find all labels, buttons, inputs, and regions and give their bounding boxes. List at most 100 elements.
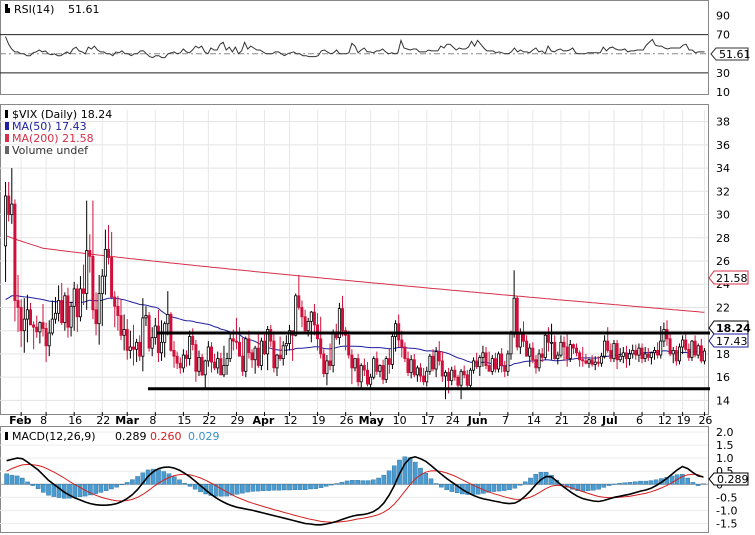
- candle-body: [194, 344, 198, 372]
- candle-body: [72, 288, 76, 307]
- macd-histogram-bar: [208, 484, 214, 496]
- date-tick-label: 16: [68, 414, 82, 427]
- candle-body: [231, 338, 235, 342]
- candle-body: [431, 355, 435, 370]
- price-tick-label: 14: [716, 394, 730, 407]
- macd-histogram-bar: [109, 484, 114, 490]
- candle-body: [369, 376, 373, 385]
- candle-body: [412, 359, 416, 376]
- macd-panel: 2.01.51.00.50-0.5-1.0-1.5 MACD(12,26,9) …: [0, 426, 749, 533]
- date-tick-label: 19: [677, 414, 691, 427]
- date-tick-label: 14: [527, 414, 541, 427]
- macd-histogram-bar: [444, 484, 450, 490]
- candle-body: [681, 339, 685, 348]
- candle-body: [256, 347, 260, 366]
- candle-body: [475, 360, 479, 368]
- candle-body: [340, 308, 344, 332]
- candle-body: [125, 329, 129, 351]
- date-tick-label: 26: [340, 414, 354, 427]
- candle-body: [559, 341, 563, 356]
- price-title: $VIX (Daily) 18.24: [12, 108, 112, 121]
- candle-body: [135, 341, 139, 350]
- macd-histogram-bar: [549, 474, 554, 485]
- candle-body: [178, 362, 182, 369]
- date-tick-label: May: [359, 414, 384, 427]
- candle-body: [28, 309, 32, 326]
- macd-histogram-bar: [423, 473, 429, 485]
- candle-body: [16, 300, 20, 308]
- date-tick-label: 7: [502, 414, 509, 427]
- candle-body: [300, 307, 304, 318]
- volume-legend-swatch: [5, 146, 9, 154]
- macd-histogram-value: 0.029: [188, 430, 220, 443]
- candle-body: [556, 354, 560, 360]
- candle-body: [525, 340, 529, 357]
- candle-body: [506, 353, 510, 372]
- candle-body: [702, 350, 706, 362]
- macd-histogram-bar: [192, 484, 198, 490]
- macd-histogram-bar: [575, 484, 580, 491]
- macd-histogram-bar: [20, 477, 25, 485]
- ma50-badge-text: 17.43: [716, 335, 748, 348]
- candle-body: [203, 360, 207, 376]
- candle-body: [440, 360, 444, 377]
- macd-histogram-bar: [344, 480, 350, 485]
- macd-histogram-bar: [88, 484, 93, 496]
- macd-histogram-bar: [633, 481, 638, 485]
- candle-body: [103, 248, 107, 277]
- candle-body: [116, 305, 120, 316]
- macd-histogram-bar: [381, 474, 387, 485]
- macd-histogram-bar: [433, 483, 439, 485]
- date-axis-ticks: Feb 8 16 22 Mar 8 15 22 29 Apr 12 19 26 May 10 17 24 Jun 7…: [9, 412, 712, 427]
- candle-body: [359, 365, 363, 383]
- candle-body: [294, 295, 298, 336]
- ma50-badge-shape: [708, 333, 749, 348]
- candle-body: [306, 320, 310, 332]
- candle-body: [609, 349, 613, 359]
- candle-body: [447, 372, 451, 382]
- ma50-line: [5, 295, 705, 367]
- rsi-frame: [0, 0, 709, 95]
- macd-histogram-bar: [182, 483, 188, 485]
- ma200-badge-shape: [708, 270, 749, 285]
- candle-body: [353, 358, 357, 369]
- candle-body: [540, 353, 544, 358]
- date-tick-label: 6: [636, 414, 643, 427]
- candle-body: [571, 344, 575, 349]
- date-tick-label: 17: [421, 414, 435, 427]
- macd-histogram-bar: [124, 482, 130, 485]
- candle-body: [32, 324, 36, 328]
- rsi-legend: RSI(14) 51.61: [5, 3, 100, 16]
- candle-body: [166, 313, 170, 325]
- candle-body: [624, 352, 628, 359]
- candle-body: [581, 359, 585, 362]
- macd-histogram-bar: [653, 479, 659, 485]
- macd-histogram-bar: [4, 473, 9, 485]
- macd-title: MACD(12,26,9): [12, 430, 96, 443]
- macd-histogram-bar: [701, 483, 706, 485]
- candle-body: [66, 295, 70, 328]
- date-tick-label: 24: [446, 414, 460, 427]
- macd-value: 0.289: [115, 430, 147, 443]
- candle-body: [22, 318, 26, 332]
- candle-body: [365, 369, 369, 385]
- candle-body: [319, 338, 323, 355]
- macd-histogram-bar: [114, 484, 119, 488]
- macd-histogram-bar: [98, 484, 104, 493]
- candle-body: [216, 358, 220, 369]
- macd-histogram-bar: [606, 484, 612, 486]
- candle-body: [696, 345, 700, 356]
- rsi-badge-text: 51.61: [719, 48, 751, 61]
- candle-body: [234, 340, 238, 343]
- macd-histogram-bar: [213, 484, 219, 497]
- candle-body: [659, 340, 663, 356]
- macd-histogram-bar: [695, 484, 701, 486]
- macd-histogram-bar: [287, 484, 292, 491]
- candle-body: [406, 358, 410, 373]
- candle-body: [128, 346, 132, 351]
- macd-histogram-bar: [156, 469, 161, 485]
- candle-body: [272, 340, 276, 369]
- candle-body: [590, 359, 594, 365]
- candle-body: [237, 341, 241, 357]
- candle-body: [222, 365, 226, 376]
